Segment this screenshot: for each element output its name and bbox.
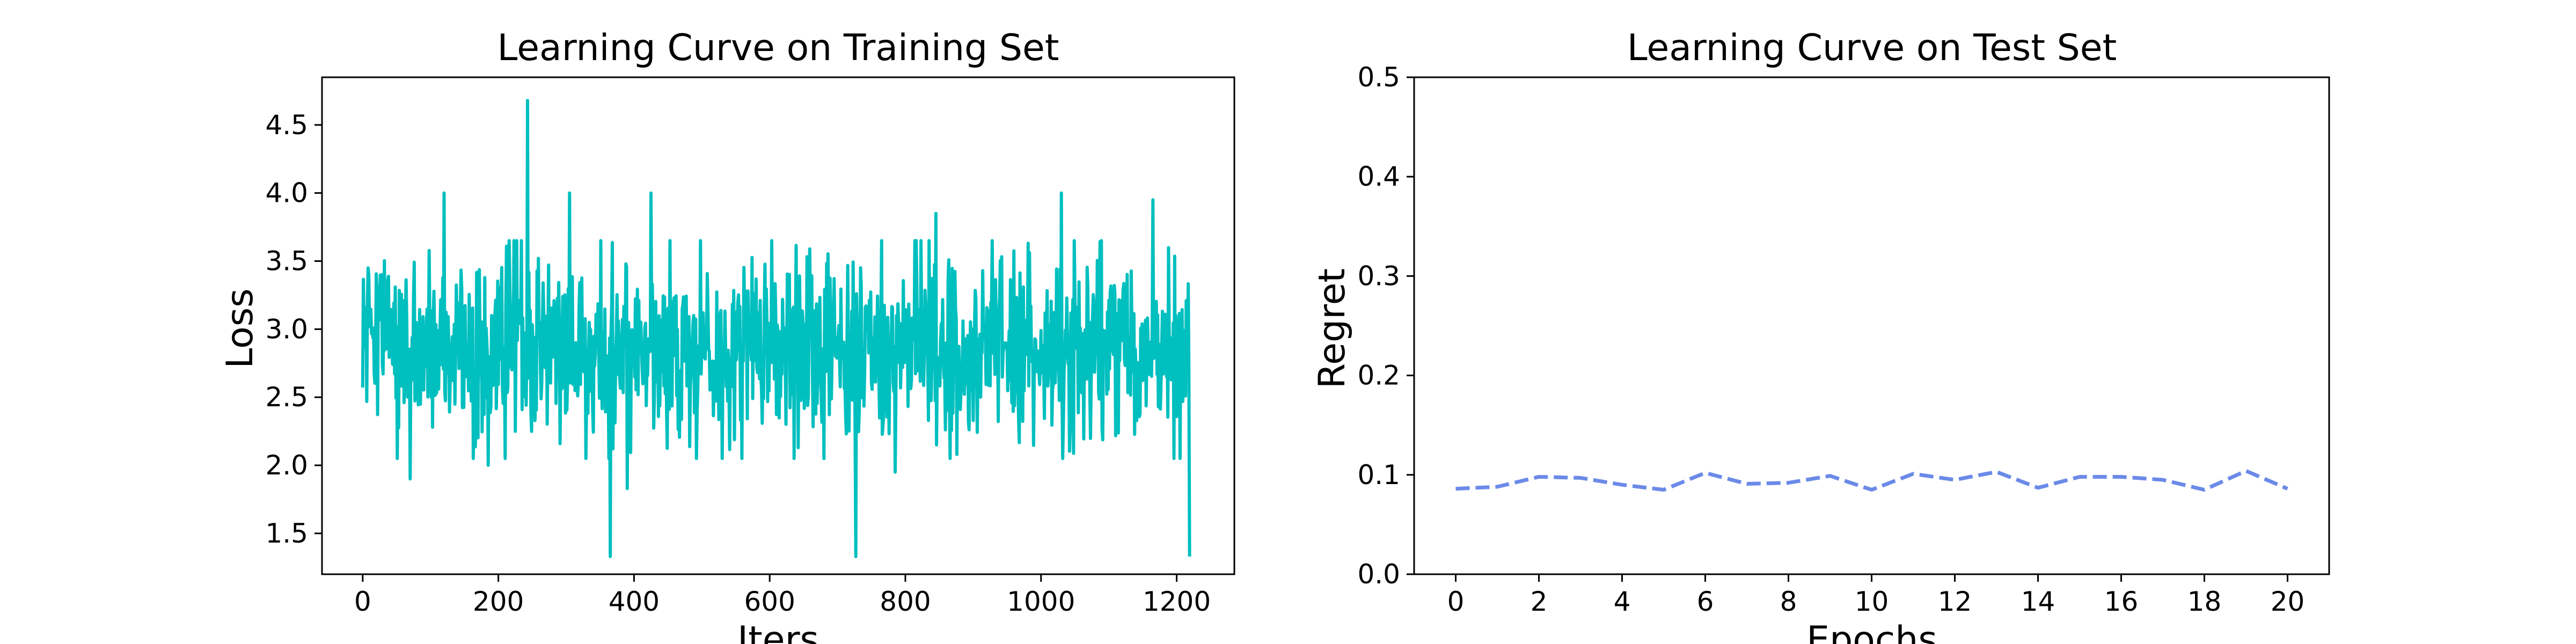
y-tick-label: 4.5 [265, 109, 308, 141]
x-tick-label: 1000 [1007, 586, 1075, 617]
x-tick-label: 12 [1938, 586, 1972, 617]
y-tick-label: 0.5 [1357, 62, 1400, 93]
test-ticks: 0 2 4 6 8 10 12 14 16 18 20 0.0 0.1 0.2 0.3 0.4 0.5 [1357, 62, 2304, 617]
test-plot-frame [1413, 76, 2330, 575]
training-plot-frame [321, 76, 1235, 575]
x-axis-label-iters: Iters [737, 619, 819, 644]
x-tick-label: 20 [2271, 586, 2305, 617]
training-loss-series [361, 99, 1191, 558]
training-loss-chart: Learning Curve on Training Set Iters Los… [219, 27, 1235, 644]
x-tick-label: 2 [1531, 586, 1548, 617]
y-tick-label: 1.5 [265, 518, 308, 549]
x-tick-label: 8 [1780, 586, 1797, 617]
y-axis-label-loss: Loss [219, 288, 261, 368]
y-axis-label-regret: Regret [1311, 268, 1353, 389]
y-tick-label: 3.0 [265, 313, 308, 345]
y-tick-label: 3.5 [265, 245, 308, 276]
chart-title-training: Learning Curve on Training Set [497, 27, 1059, 69]
y-tick-label: 0.4 [1357, 161, 1400, 192]
x-tick-label: 14 [2021, 586, 2055, 617]
chart-title-test: Learning Curve on Test Set [1627, 27, 2117, 69]
test-regret-line [1455, 469, 2288, 492]
x-tick-label: 4 [1614, 586, 1631, 617]
x-tick-label: 200 [473, 586, 524, 617]
y-tick-label: 4.0 [265, 178, 308, 209]
training-ticks: 0 200 400 600 800 1000 1200 1.5 2.0 2.5 3.0 3.5 4.0 4… [265, 109, 1211, 617]
x-tick-label: 10 [1855, 586, 1889, 617]
test-regret-chart: Learning Curve on Test Set Epochs Regret… [1311, 27, 2330, 644]
y-tick-label: 0.2 [1357, 360, 1400, 391]
x-tick-label: 6 [1697, 586, 1714, 617]
x-tick-label: 400 [609, 586, 660, 617]
y-tick-label: 2.5 [265, 382, 308, 413]
x-tick-label: 800 [880, 586, 931, 617]
y-tick-label: 0.0 [1357, 559, 1400, 590]
x-tick-label: 0 [354, 586, 371, 617]
y-tick-label: 2.0 [265, 450, 308, 481]
x-axis-label-epochs: Epochs [1806, 619, 1937, 644]
test-regret-series [1455, 469, 2288, 492]
x-tick-label: 16 [2104, 586, 2139, 617]
x-tick-label: 600 [744, 586, 795, 617]
x-tick-label: 18 [2187, 586, 2222, 617]
y-tick-label: 0.3 [1357, 260, 1400, 291]
training-loss-line [361, 99, 1191, 558]
x-tick-label: 0 [1447, 586, 1465, 617]
x-tick-label: 1200 [1143, 586, 1211, 617]
y-tick-label: 0.1 [1357, 459, 1400, 491]
